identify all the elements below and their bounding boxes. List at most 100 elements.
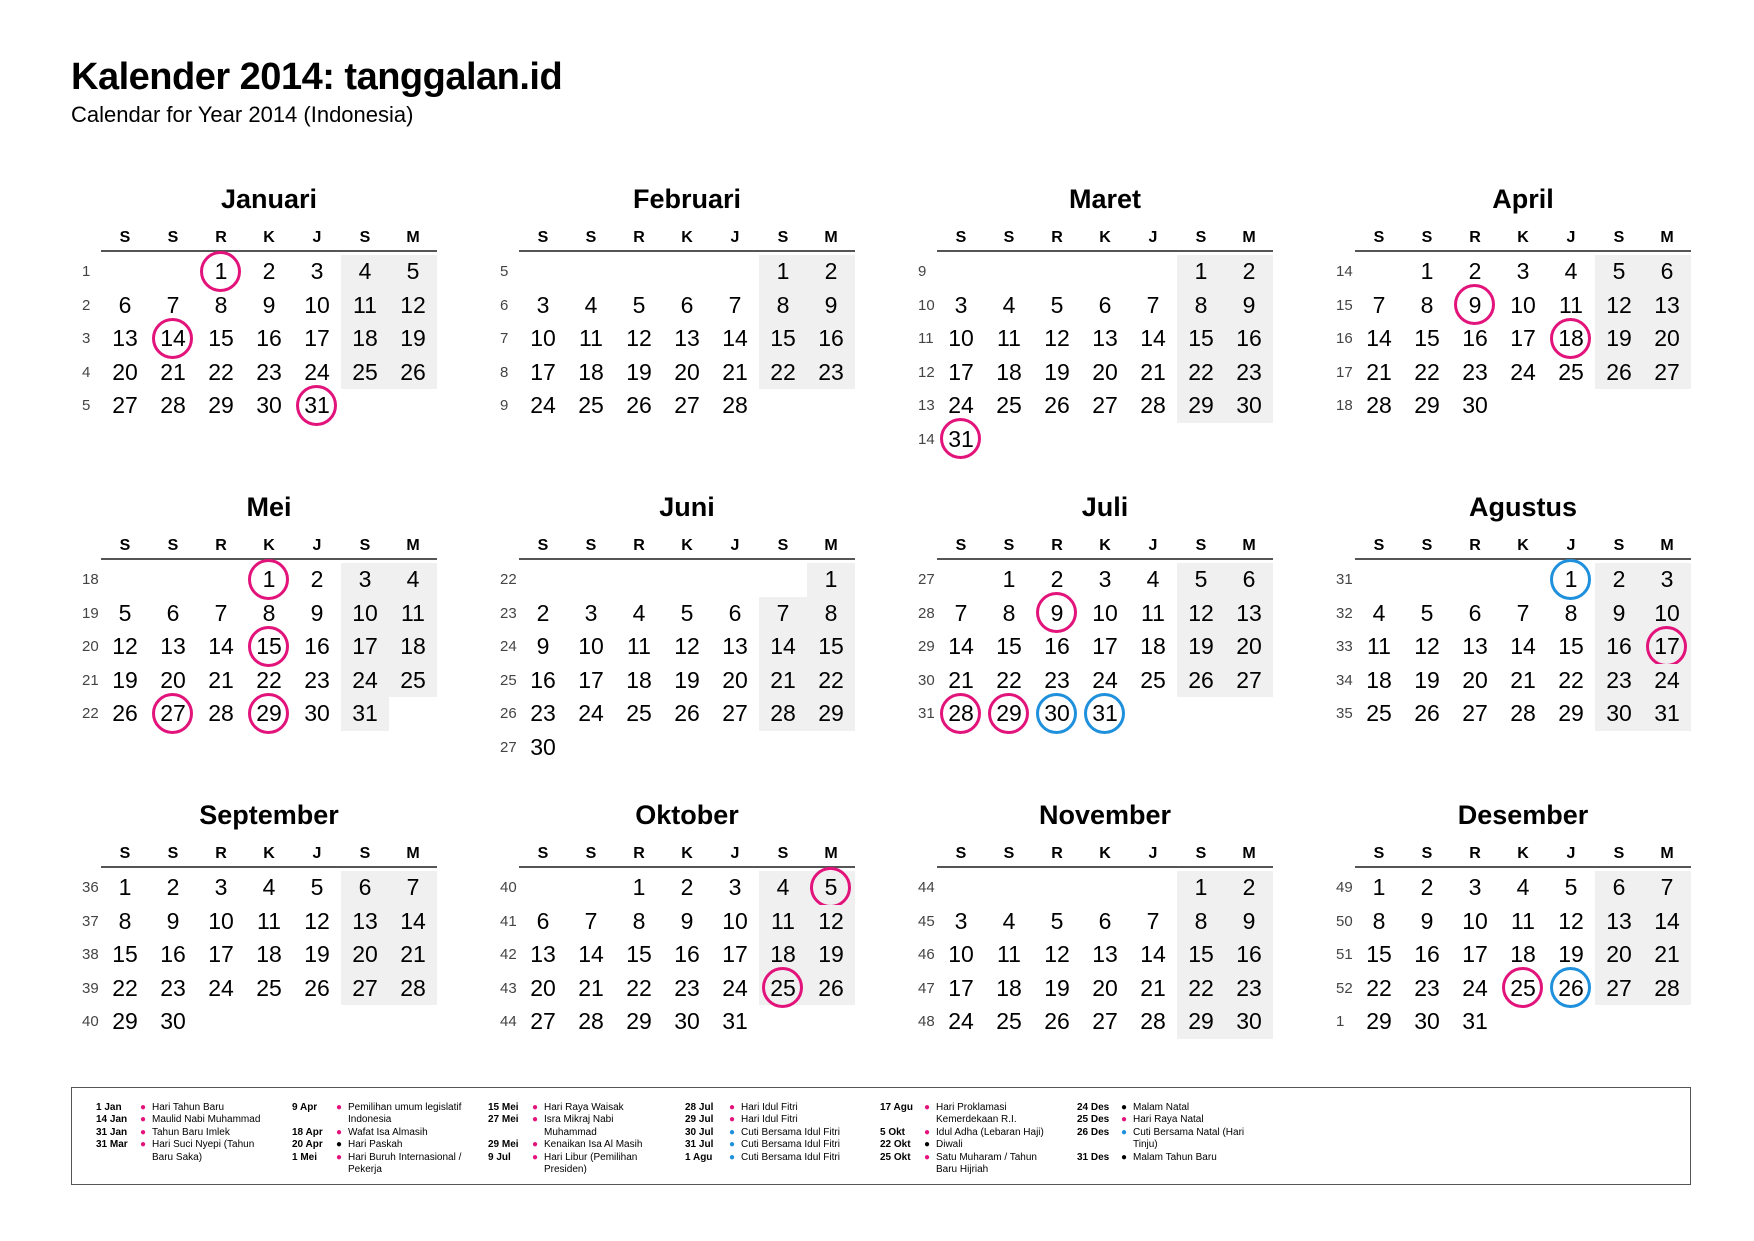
week-number: 30	[918, 671, 935, 689]
day-cell: 14	[722, 325, 748, 351]
day-cell: 3	[310, 258, 324, 284]
day-cell: 6	[1468, 599, 1482, 626]
legend-item: 24 Des ● Malam Natal	[1077, 1102, 1253, 1114]
legend-text: Maulid Nabi Muhammad	[152, 1114, 261, 1126]
header-divider	[937, 250, 1273, 252]
day-cell: 17	[352, 633, 378, 659]
week-number: 43	[500, 979, 517, 997]
holiday-marker	[1550, 317, 1591, 359]
weekend-shade	[1225, 288, 1273, 322]
weekday-header: R	[215, 537, 227, 554]
day-cell: 25	[1558, 358, 1584, 385]
holiday-marker	[940, 692, 981, 734]
day-cell: 9	[536, 633, 550, 659]
day-cell: 13	[1654, 291, 1680, 318]
bullet-dot-icon: ●	[729, 1139, 736, 1151]
day-cell: 2	[1242, 258, 1256, 284]
day-cell: 24	[948, 392, 974, 418]
week-number: 18	[1336, 397, 1353, 414]
weekday-header: M	[824, 845, 838, 862]
day-cell: 27	[530, 1008, 556, 1034]
day-cell: 23	[160, 974, 186, 1001]
day-cell: 30	[1462, 392, 1488, 418]
day-cell: 1	[1420, 258, 1434, 284]
month-title: Juni	[659, 492, 715, 522]
weekend-shade	[341, 563, 389, 597]
weekend-shade	[759, 871, 807, 905]
day-cell: 28	[1654, 974, 1680, 1001]
weekday-header: M	[1660, 229, 1674, 246]
holiday-marker	[940, 418, 981, 460]
week-number: 49	[1336, 879, 1353, 896]
day-cell: 12	[1188, 599, 1214, 626]
page-subtitle: Calendar for Year 2014 (Indonesia)	[71, 102, 414, 127]
legend-text: Hari Paskah	[348, 1139, 403, 1151]
day-cell: 22	[1558, 666, 1584, 693]
weekend-shade	[1177, 938, 1225, 972]
week-number: 33	[1336, 638, 1353, 655]
week-number: 36	[82, 879, 99, 896]
week-number: 52	[1336, 979, 1353, 997]
weekend-shade	[1225, 322, 1273, 356]
day-cell: 9	[1468, 291, 1482, 318]
day-cell: 14	[400, 907, 426, 934]
weekday-header: S	[167, 845, 179, 862]
weekday-header: K	[1099, 229, 1111, 246]
week-number: 5	[500, 263, 509, 280]
day-cell: 21	[1654, 941, 1680, 967]
weekend-shade	[1225, 255, 1273, 289]
day-cell: 24	[1092, 666, 1118, 693]
day-cell: 24	[948, 1008, 974, 1034]
day-cell: 9	[680, 907, 694, 934]
day-cell: 24	[208, 974, 234, 1001]
month-november: November S S R K J S M 44 1 2 45 3 4 5 6 7 8 9 46 10 11 12 13 14…	[918, 800, 1298, 1100]
weekend-shade	[807, 288, 855, 322]
day-cell: 4	[1146, 566, 1160, 592]
weekend-shade	[807, 563, 855, 597]
day-cell: 20	[1606, 941, 1632, 967]
weekend-shade	[807, 663, 855, 697]
day-cell: 1	[1564, 566, 1578, 592]
day-cell: 18	[996, 974, 1022, 1001]
weekday-header: R	[215, 229, 227, 246]
weekday-header: S	[777, 845, 789, 862]
weekend-shade	[389, 596, 437, 630]
holiday-marker	[988, 692, 1029, 734]
day-cell: 7	[1146, 291, 1160, 318]
weekday-header: K	[1517, 229, 1529, 246]
week-number: 47	[918, 979, 935, 997]
day-cell: 25	[996, 392, 1022, 418]
weekday-header: R	[633, 845, 645, 862]
legend-item: 30 Jul ● Cuti Bersama Idul Fitri	[685, 1127, 861, 1139]
day-cell: 20	[1092, 974, 1118, 1001]
weekday-header: R	[633, 537, 645, 554]
day-cell: 11	[579, 325, 603, 351]
weekday-header: S	[1003, 537, 1015, 554]
weekday-header: S	[1421, 537, 1433, 554]
day-cell: 6	[358, 874, 372, 900]
day-cell: 28	[578, 1008, 604, 1034]
page-title: Kalender 2014: tanggalan.id	[71, 56, 563, 98]
bullet-dot-icon: ●	[140, 1114, 147, 1126]
day-cell: 3	[954, 291, 968, 318]
day-cell: 26	[1044, 1008, 1070, 1034]
day-cell: 9	[262, 291, 276, 318]
week-number: 12	[918, 363, 935, 381]
month-title: Agustus	[1469, 492, 1577, 522]
weekday-header: M	[1660, 845, 1674, 862]
day-cell: 19	[112, 666, 138, 693]
weekend-shade	[341, 871, 389, 905]
cuti_bersama-marker	[1084, 692, 1125, 734]
weekend-shade	[341, 904, 389, 938]
month-september: September S S R K J S M 36 1 2 3 4 5 6 7 37 8 9 10 11 12 13 14 3…	[82, 800, 462, 1100]
weekday-header: S	[1613, 845, 1625, 862]
day-cell: 1	[262, 566, 276, 592]
legend-text: Hari Idul Fitri	[741, 1102, 798, 1113]
week-number: 27	[918, 571, 935, 588]
day-cell: 13	[1462, 633, 1488, 659]
day-cell: 31	[1092, 700, 1118, 726]
weekend-shade	[341, 630, 389, 664]
day-cell: 13	[160, 633, 186, 659]
weekday-header: S	[585, 537, 597, 554]
legend-text: Hari Libur (Pemilihan Presiden)	[544, 1151, 638, 1176]
